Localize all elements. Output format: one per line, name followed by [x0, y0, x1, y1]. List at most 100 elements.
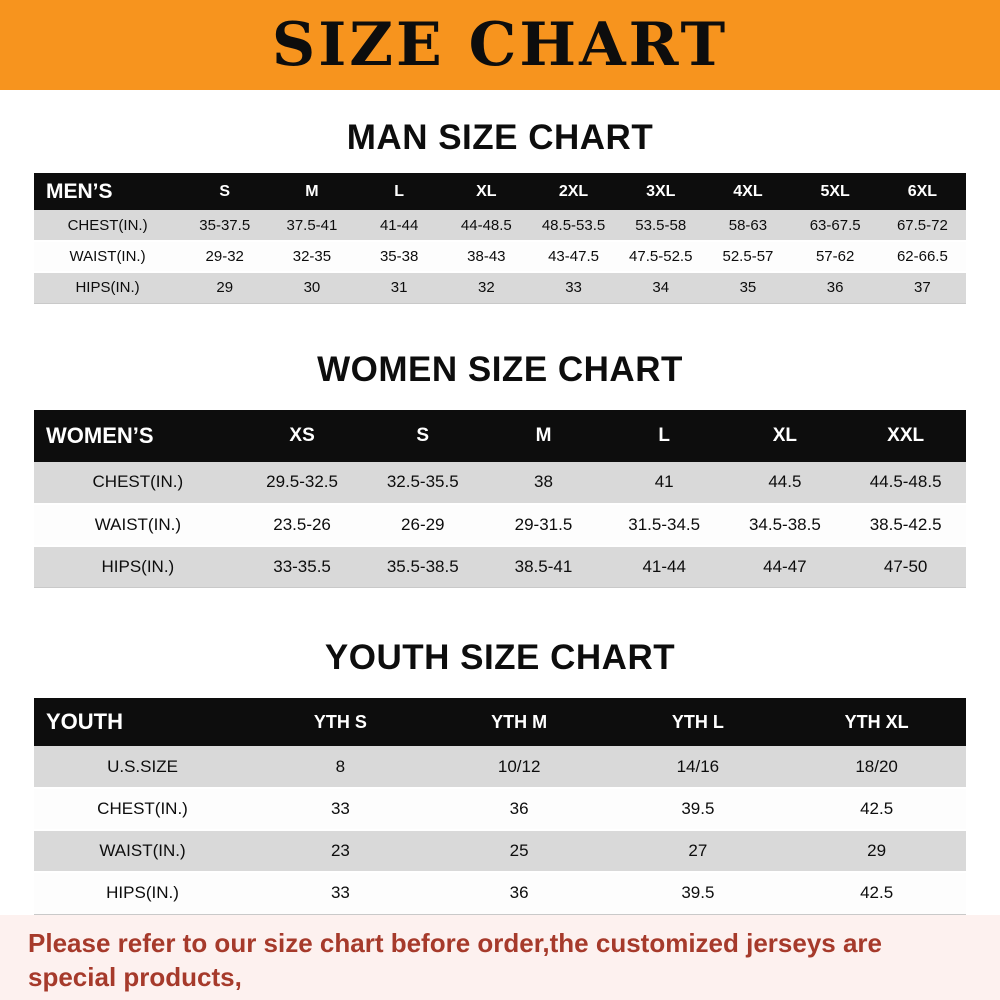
size-value-cell: 29-32: [205, 248, 244, 265]
size-value-cell: 37: [914, 279, 931, 297]
footer-note: Please refer to our size chart before or…: [0, 914, 1000, 1000]
size-value-cell: 44.5-48.5: [869, 472, 942, 491]
size-value-cell: 29: [216, 279, 234, 297]
size-value-cell: 27: [688, 841, 708, 860]
note-line-1: Please refer to our size chart before or…: [28, 927, 883, 992]
size-value-cell: 36: [509, 799, 529, 818]
row-label: CHEST(IN.): [97, 799, 188, 818]
size-value-cell: 32-35: [292, 248, 332, 265]
measurement-row: HIPS(IN.) 29 30 31 32 33 34 35 36 37: [34, 272, 966, 303]
size-value-cell: 18/20: [855, 756, 898, 776]
banner: SIZE CHART: [0, 0, 1000, 90]
row-label: WAIST(IN.): [99, 841, 186, 860]
size-value-cell: 35-38: [379, 248, 419, 265]
size-value-cell: 36: [826, 279, 844, 297]
size-value-cell: 43-47.5: [548, 248, 599, 265]
size-column-header: YTH M: [491, 711, 548, 732]
size-value-cell: 39.5: [681, 883, 715, 903]
size-value-cell: 38: [534, 472, 553, 491]
size-value-cell: 34.5-38.5: [748, 514, 821, 534]
size-value-cell: 53.5-58: [635, 216, 687, 234]
size-value-cell: 35: [739, 279, 757, 297]
size-column-header: 4XL: [733, 182, 763, 200]
size-value-cell: 58-63: [728, 216, 768, 234]
size-column-header: YTH L: [671, 711, 724, 732]
measurement-row: HIPS(IN.) 33-35.5 35.5-38.5 38.5-41 41-44 44-…: [34, 545, 966, 588]
table-header-row: WOMEN’S XS S M L XL XXL: [34, 409, 966, 462]
size-value-cell: 8: [335, 756, 346, 776]
measurement-row: HIPS(IN.) 33 36 39.5 42.5: [34, 872, 966, 914]
size-column-header: M: [305, 182, 319, 200]
size-value-cell: 31.5-34.5: [628, 514, 701, 534]
women-size-heading: WOMEN SIZE CHART: [317, 349, 683, 389]
measurement-row: CHEST(IN.) 29.5-32.5 32.5-35.5 38 41 44.5 44.5…: [34, 461, 966, 504]
size-column-header: XL: [476, 182, 497, 200]
size-value-cell: 42.5: [860, 799, 894, 818]
size-value-cell: 63-67.5: [809, 216, 861, 234]
size-column-header: S: [416, 424, 430, 446]
size-value-cell: 38.5-42.5: [869, 514, 942, 534]
row-label: WAIST(IN.): [94, 514, 181, 534]
size-value-cell: 36: [509, 883, 529, 903]
size-column-header: XS: [289, 424, 315, 446]
size-value-cell: 44-48.5: [460, 216, 512, 234]
size-value-cell: 33: [565, 279, 582, 297]
size-value-cell: 23.5-26: [273, 514, 331, 534]
size-value-cell: 57-62: [815, 248, 855, 265]
size-column-header: YTH XL: [844, 711, 909, 732]
row-label: CHEST(IN.): [92, 472, 184, 491]
table-title-cell: MEN’S: [46, 179, 113, 203]
table-title-cell: YOUTH: [46, 709, 123, 734]
size-value-cell: 32: [477, 279, 495, 297]
size-value-cell: 26-29: [401, 514, 445, 534]
size-value-cell: 48.5-53.5: [541, 216, 606, 234]
measurement-row: WAIST(IN.) 23 25 27 29: [34, 830, 966, 872]
table-header-row: YOUTH YTH S YTH M YTH L YTH XL: [34, 698, 966, 746]
size-column-header: 6XL: [907, 182, 938, 200]
size-value-cell: 29.5-32.5: [266, 472, 338, 491]
size-value-cell: 44-47: [763, 556, 807, 576]
youth-size-heading: YOUTH SIZE CHART: [324, 638, 676, 677]
size-value-cell: 29-31.5: [514, 514, 573, 534]
size-value-cell: 44.5: [768, 472, 802, 491]
size-value-cell: 32.5-35.5: [386, 472, 459, 491]
note-line-2: we don’t accept cancel, change, teturn o…: [28, 994, 972, 1000]
size-value-cell: 23: [330, 841, 350, 860]
table-title-cell: WOMEN’S: [46, 422, 154, 448]
size-value-cell: 47.5-52.5: [629, 248, 693, 265]
size-column-header: 2XL: [558, 182, 589, 200]
youth-size-section: YOUTH SIZE CHART YOUTH YTH S YTH M YTH L YTH…: [0, 638, 1000, 915]
row-label: HIPS(IN.): [106, 883, 179, 903]
size-value-cell: 41: [654, 472, 674, 491]
row-label: CHEST(IN.): [67, 216, 148, 234]
row-label: WAIST(IN.): [69, 248, 146, 265]
size-value-cell: 41-44: [379, 216, 419, 234]
size-column-header: XL: [772, 424, 798, 446]
size-value-cell: 33-35.5: [273, 556, 331, 576]
size-value-cell: 34: [652, 279, 670, 297]
size-column-header: M: [535, 424, 552, 446]
size-value-cell: 41-44: [642, 556, 686, 576]
size-value-cell: 52.5-57: [722, 248, 774, 265]
measurement-row: CHEST(IN.) 33 36 39.5 42.5: [34, 788, 966, 830]
size-value-cell: 25: [509, 841, 529, 860]
measurement-row: WAIST(IN.) 29-32 32-35 35-38 38-43 43-47.5 47.…: [34, 241, 966, 272]
measurement-row: CHEST(IN.) 35-37.5 37.5-41 41-44 44-48.5 48.5…: [34, 210, 966, 241]
size-value-cell: 33: [330, 883, 350, 903]
measurement-row: U.S.SIZE 8 10/12 14/16 18/20: [34, 746, 966, 788]
page-title: SIZE CHART: [271, 10, 729, 80]
row-label: HIPS(IN.): [75, 279, 140, 297]
measurement-row: WAIST(IN.) 23.5-26 26-29 29-31.5 31.5-34.5 34…: [34, 503, 966, 546]
size-value-cell: 38.5-41: [514, 556, 573, 576]
size-value-cell: 42.5: [860, 883, 894, 903]
size-value-cell: 62-66.5: [896, 248, 948, 265]
charts-area: MAN SIZE CHART MEN’S S M L XL 2XL 3XL 4XL 5XL 6XL…: [0, 90, 1000, 915]
size-value-cell: 31: [390, 279, 408, 297]
man-size-section: MAN SIZE CHART MEN’S S M L XL 2XL 3XL 4XL 5XL 6XL…: [0, 118, 1000, 304]
table-header-row: MEN’S S M L XL 2XL 3XL 4XL 5XL 6XL: [34, 173, 966, 210]
size-value-cell: 47-50: [883, 556, 928, 576]
man-size-heading: MAN SIZE CHART: [346, 118, 654, 157]
size-value-cell: 30: [303, 279, 321, 297]
size-column-header: L: [658, 424, 670, 446]
